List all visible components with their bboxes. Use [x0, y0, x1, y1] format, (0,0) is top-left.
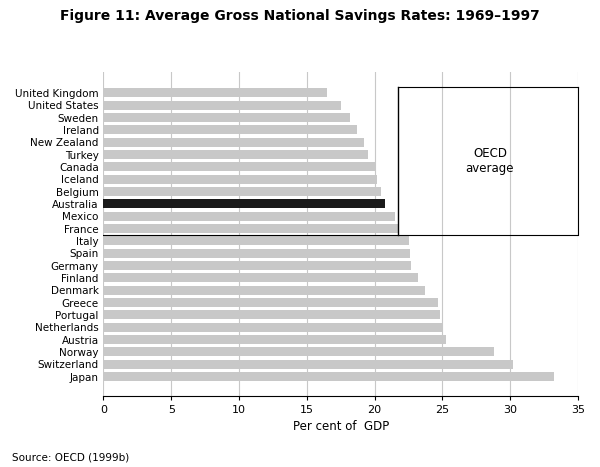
X-axis label: Per cent of  GDP: Per cent of GDP: [293, 420, 389, 433]
Bar: [103, 236, 409, 245]
Bar: [103, 347, 494, 356]
Bar: [103, 88, 327, 97]
Bar: [103, 372, 554, 381]
Bar: [103, 126, 357, 134]
Bar: [103, 138, 364, 147]
Bar: [103, 212, 395, 221]
Bar: [103, 113, 350, 122]
Bar: [103, 298, 439, 307]
Bar: [103, 286, 425, 295]
Bar: [103, 175, 377, 184]
Bar: [103, 274, 418, 283]
Text: OECD
average: OECD average: [466, 147, 514, 175]
Bar: [103, 261, 411, 270]
Bar: [103, 311, 440, 319]
Text: Figure 11: Average Gross National Savings Rates: 1969–1997: Figure 11: Average Gross National Saving…: [60, 9, 540, 23]
Bar: [103, 187, 382, 196]
Bar: [103, 150, 368, 159]
Bar: [103, 323, 442, 332]
Bar: [103, 335, 446, 344]
Bar: [103, 224, 398, 233]
Bar: [103, 101, 341, 110]
Text: Source: OECD (1999b): Source: OECD (1999b): [12, 453, 129, 462]
Bar: [103, 360, 513, 368]
Bar: [103, 249, 410, 258]
Bar: [103, 199, 385, 208]
Bar: [103, 163, 374, 171]
